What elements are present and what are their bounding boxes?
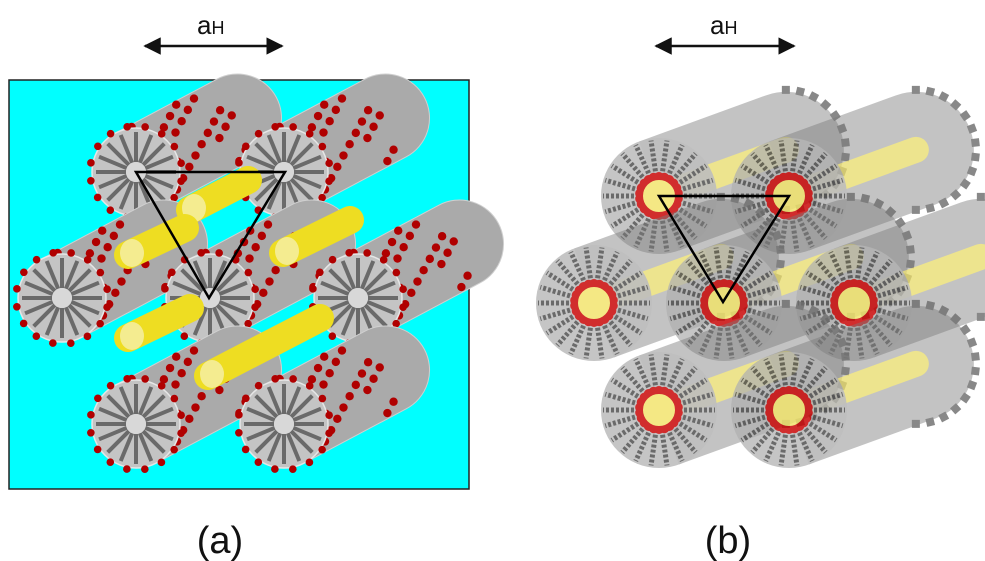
dopant-rod	[114, 214, 199, 269]
dopant-rod	[194, 304, 334, 390]
panel-b: aH (b)	[536, 10, 985, 561]
lattice-label-b: a	[710, 10, 725, 40]
lattice-triangle-a	[133, 170, 288, 301]
lattice-triangle-b	[656, 194, 792, 305]
panel-a: aH (a)	[8, 10, 504, 561]
micelle-rod	[601, 299, 850, 468]
micelle-rod	[731, 299, 980, 468]
caption-b: (b)	[705, 520, 751, 561]
svg-text:aH: aH	[710, 10, 737, 40]
micelle-rod	[87, 73, 282, 221]
caption-a: (a)	[197, 520, 243, 561]
lattice-label-sub-a: H	[211, 18, 224, 38]
lattice-label-sub-b: H	[724, 18, 737, 38]
micelle-rod	[796, 192, 985, 361]
micelle-rod	[309, 199, 504, 347]
lattice-label-a: a	[197, 10, 212, 40]
dopant-rod	[269, 206, 364, 267]
rod-layer-b	[536, 85, 985, 468]
svg-text:aH: aH	[197, 10, 224, 40]
dopant-rod	[114, 294, 204, 352]
micelle-rod	[731, 85, 980, 254]
micelle-rod	[235, 325, 430, 473]
